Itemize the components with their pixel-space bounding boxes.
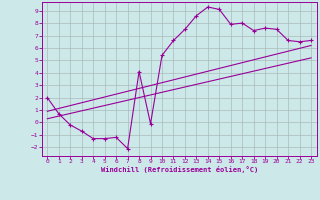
- X-axis label: Windchill (Refroidissement éolien,°C): Windchill (Refroidissement éolien,°C): [100, 166, 258, 173]
